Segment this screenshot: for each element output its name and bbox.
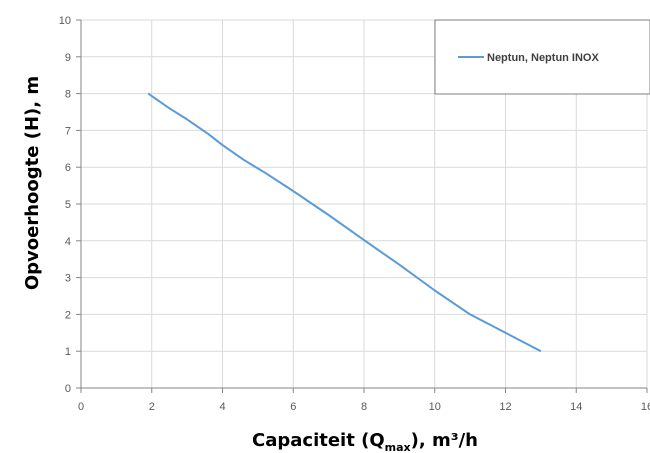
y-tick-label: 6 bbox=[65, 162, 71, 174]
x-tick-labels: 0 2 4 6 8 10 12 14 16 bbox=[78, 401, 650, 413]
y-tick-label: 4 bbox=[65, 236, 71, 248]
x-tick-label: 8 bbox=[361, 401, 367, 413]
series-lines bbox=[147, 92, 542, 353]
y-tick-label: 10 bbox=[59, 15, 71, 27]
y-tick-label: 7 bbox=[65, 125, 71, 137]
x-tick-label: 12 bbox=[499, 401, 511, 413]
y-tick-label: 1 bbox=[65, 346, 71, 358]
y-tick-label: 8 bbox=[65, 89, 71, 101]
y-tick-label: 2 bbox=[65, 309, 71, 321]
x-tick-label: 10 bbox=[429, 401, 441, 413]
x-tick-label: 6 bbox=[290, 401, 296, 413]
x-axis-title: Capaciteit (Qmax), m³/h bbox=[252, 430, 478, 453]
x-tick-label: 0 bbox=[78, 401, 84, 413]
y-tick-label: 5 bbox=[65, 199, 71, 211]
series-line bbox=[147, 92, 542, 353]
x-tick-label: 16 bbox=[641, 401, 650, 413]
y-tick-labels: 0 1 2 3 4 5 6 7 8 9 10 bbox=[59, 15, 71, 395]
y-tick-label: 0 bbox=[65, 383, 71, 395]
legend-label: Neptun, Neptun INOX bbox=[487, 52, 599, 64]
y-tick-label: 3 bbox=[65, 273, 71, 285]
x-tick-label: 2 bbox=[149, 401, 155, 413]
x-tick-label: 14 bbox=[570, 401, 582, 413]
x-tick-label: 4 bbox=[219, 401, 225, 413]
axes bbox=[76, 19, 648, 393]
y-tick-label: 9 bbox=[65, 52, 71, 64]
y-axis-title: Opvoerhoogte (H), m bbox=[22, 76, 43, 290]
legend: Neptun, Neptun INOX bbox=[434, 19, 650, 95]
